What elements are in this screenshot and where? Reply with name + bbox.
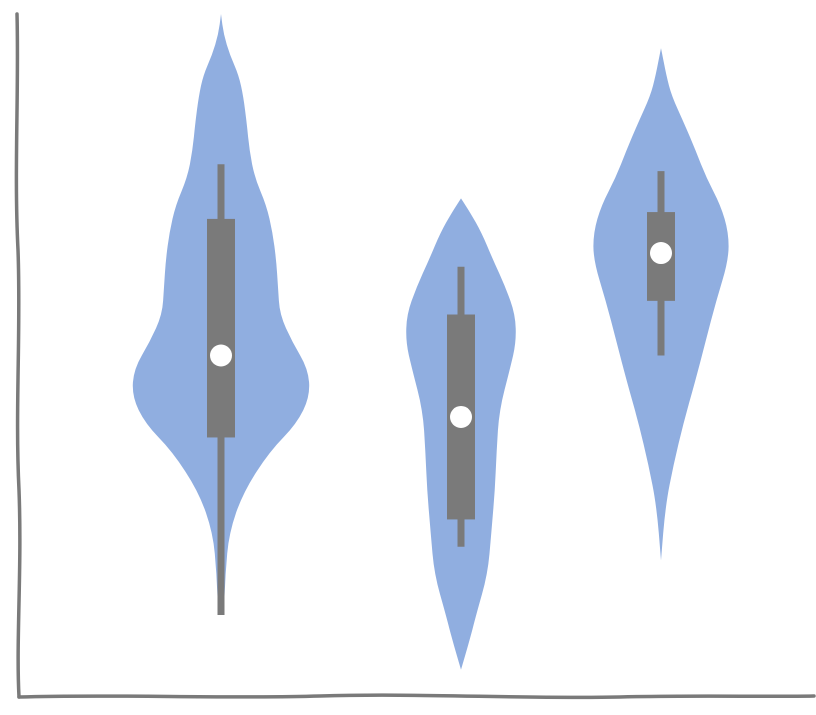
median-dot-1 xyxy=(210,344,232,367)
y-axis-line xyxy=(14,12,22,699)
violin-group xyxy=(132,14,729,670)
median-dot-2 xyxy=(450,405,472,428)
x-axis-line xyxy=(17,693,816,700)
median-dot-3 xyxy=(650,242,672,265)
iqr-box-1 xyxy=(207,218,235,438)
